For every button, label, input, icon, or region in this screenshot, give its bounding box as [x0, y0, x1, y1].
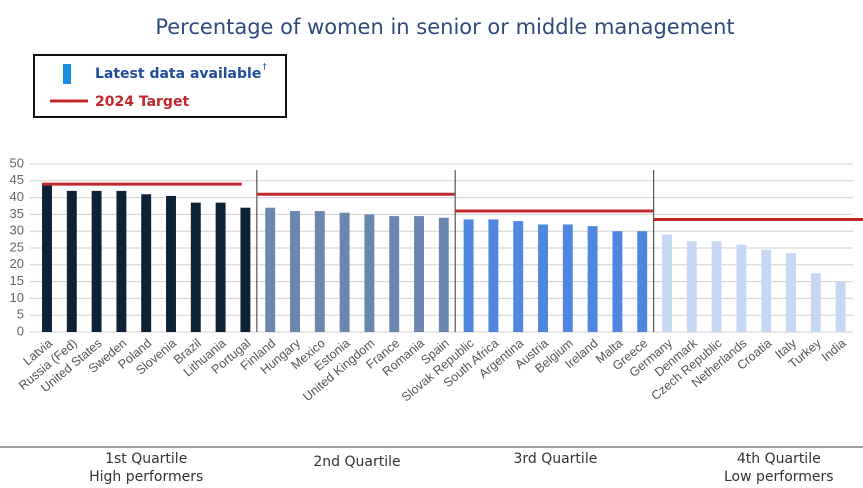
bar — [42, 184, 52, 332]
chart-title: Percentage of women in senior or middle … — [155, 15, 734, 39]
legend-line-label: 2024 Target — [95, 94, 189, 110]
bar — [190, 202, 201, 332]
bar — [91, 190, 102, 332]
bar — [662, 234, 672, 332]
legend-bar-swatch — [63, 64, 71, 84]
bar — [364, 214, 375, 332]
bar — [66, 190, 77, 332]
bar — [612, 231, 623, 332]
bar — [314, 211, 325, 332]
bar — [290, 211, 300, 332]
bar — [438, 217, 449, 332]
quartile-subtitle: Low performers — [724, 469, 834, 485]
bar — [166, 195, 176, 332]
y-tick-label: 10 — [10, 290, 24, 305]
bar — [786, 253, 796, 332]
bar — [116, 190, 127, 332]
y-tick-label: 30 — [10, 223, 24, 238]
quartile-subtitle: High performers — [89, 469, 203, 485]
bar — [389, 216, 400, 332]
quartile-label: 2nd Quartile — [313, 454, 400, 470]
bar — [587, 226, 598, 332]
bar — [265, 207, 276, 332]
y-tick-label: 15 — [10, 273, 24, 288]
y-tick-label: 50 — [10, 155, 24, 170]
bar — [513, 221, 524, 332]
bar — [761, 249, 772, 332]
y-tick-label: 35 — [10, 206, 24, 221]
bar — [686, 241, 697, 332]
bar — [141, 194, 152, 332]
bar — [835, 281, 846, 332]
quartile-label: 1st Quartile — [105, 451, 187, 467]
x-tick-label: India — [819, 336, 849, 364]
bar — [562, 224, 573, 332]
y-tick-label: 20 — [10, 256, 24, 271]
bar — [414, 216, 424, 332]
legend-note-mark: † — [262, 63, 267, 73]
y-tick-label: 40 — [10, 189, 24, 204]
y-tick-label: 0 — [17, 323, 24, 338]
quartile-label: 4th Quartile — [737, 451, 821, 467]
quartile-label: 3rd Quartile — [513, 451, 597, 467]
bar — [339, 212, 350, 332]
bar — [215, 202, 226, 332]
legend-bar-label: Latest data available — [95, 66, 261, 82]
bar — [711, 241, 722, 332]
legend-box — [33, 54, 287, 118]
bar — [538, 224, 548, 332]
bar — [463, 219, 474, 332]
y-tick-label: 45 — [10, 172, 24, 187]
bar — [637, 231, 648, 332]
y-tick-label: 25 — [10, 239, 24, 254]
bar — [736, 244, 747, 332]
y-tick-label: 5 — [17, 307, 24, 322]
bar — [240, 207, 251, 332]
bar — [810, 273, 821, 332]
bar — [488, 219, 499, 332]
